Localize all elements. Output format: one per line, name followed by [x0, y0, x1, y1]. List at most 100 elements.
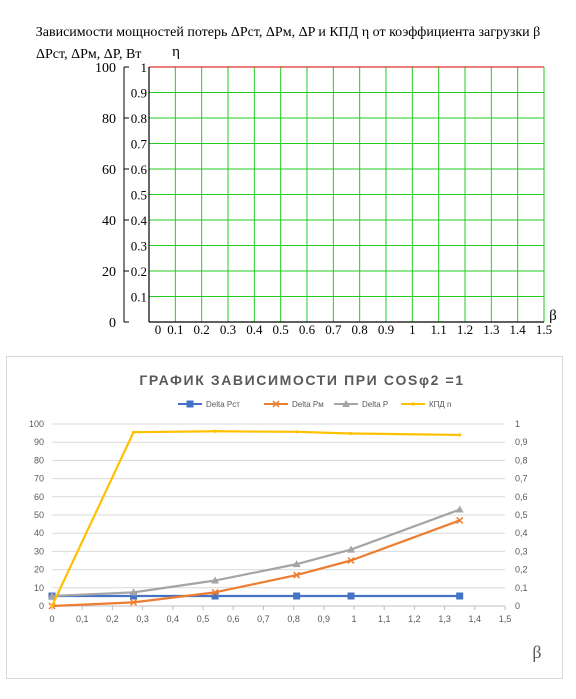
top-left-y-tick-label: 20 — [102, 265, 116, 280]
top-right-y-tick-label: 0.9 — [131, 86, 147, 101]
bottom-x-tick-label: 1,1 — [378, 614, 391, 624]
bottom-right-y-tick-label: 0 — [515, 601, 520, 611]
bottom-x-tick-label: 0,2 — [106, 614, 119, 624]
bottom-left-y-tick-label: 20 — [34, 565, 44, 575]
series-4-point-4 — [295, 430, 299, 434]
series-3-point-3 — [211, 576, 220, 584]
bottom-chart-x-axis-label: β — [532, 642, 541, 662]
bottom-right-y-tick-label: 1 — [515, 419, 520, 429]
bottom-left-y-tick-label: 80 — [34, 455, 44, 465]
bottom-chart-frame — [6, 356, 563, 679]
series-2-point-2 — [130, 598, 138, 606]
bottom-left-y-tick-label: 30 — [34, 546, 44, 556]
bottom-x-tick-label: 0,4 — [167, 614, 180, 624]
bottom-left-y-tick-label: 0 — [39, 601, 44, 611]
bottom-x-tick-label: 0,1 — [76, 614, 89, 624]
bottom-x-tick-label: 1 — [351, 614, 356, 624]
top-x-tick-label: 0.6 — [299, 322, 316, 337]
series-2-point-3 — [211, 588, 219, 596]
bottom-x-tick-label: 0,9 — [318, 614, 331, 624]
legend-marker-4 — [411, 402, 415, 406]
top-right-y-tick-label: 0.3 — [131, 239, 147, 254]
legend-marker-1 — [186, 400, 194, 408]
series-1-point-5 — [347, 592, 355, 600]
top-right-y-tick-label: 0.8 — [131, 111, 147, 126]
top-right-y-tick-label: 0.4 — [131, 213, 148, 228]
series-line-3 — [51, 508, 461, 598]
bottom-x-tick-label: 0 — [49, 614, 54, 624]
bottom-x-tick-label: 0,5 — [197, 614, 210, 624]
bottom-x-tick-label: 0,8 — [287, 614, 300, 624]
bottom-right-y-tick-label: 0,2 — [515, 565, 528, 575]
top-x-tick-label: 0.5 — [273, 322, 289, 337]
bottom-left-y-tick-label: 50 — [34, 510, 44, 520]
series-4-point-1 — [50, 604, 54, 608]
top-left-y-tick-label: 40 — [102, 214, 116, 229]
top-x-tick-label: 0.1 — [167, 322, 183, 337]
top-x-tick-label: 0 — [155, 322, 162, 337]
bottom-chart-title: ГРАФИК ЗАВИСИМОСТИ ПРИ COSφ2 =1 — [139, 372, 464, 388]
series-1-point-6 — [456, 592, 464, 600]
top-left-y-tick-label: 100 — [95, 61, 116, 76]
bottom-left-y-tick-label: 90 — [34, 437, 44, 447]
series-2-point-5 — [347, 556, 355, 565]
bottom-right-y-tick-label: 0,7 — [515, 474, 528, 484]
legend-label-2: Delta Pм — [292, 400, 324, 409]
top-right-y-tick-label: 0.1 — [131, 290, 147, 305]
legend-label-1: Delta Pст — [206, 400, 240, 409]
bottom-right-y-tick-label: 0,9 — [515, 437, 528, 447]
top-right-y-tick-label: 1 — [141, 60, 148, 75]
top-x-tick-label: 0.4 — [246, 322, 263, 337]
series-1-point-3 — [211, 592, 219, 600]
top-chart-right-axis-label: η — [172, 44, 180, 60]
series-3-point-6 — [455, 505, 464, 513]
bottom-chart: ГРАФИК ЗАВИСИМОСТИ ПРИ COSφ2 =1 β 010203… — [29, 372, 542, 662]
top-x-tick-label: 1.1 — [431, 322, 447, 337]
legend-label-3: Delta P — [362, 400, 388, 409]
top-x-tick-label: 0.2 — [194, 322, 210, 337]
top-x-tick-label: 1 — [409, 322, 416, 337]
top-right-y-tick-label: 0.7 — [131, 137, 148, 152]
bottom-x-tick-label: 0,6 — [227, 614, 240, 624]
top-chart: Зависимости мощностей потерь ΔPст, ΔPм, … — [36, 25, 557, 337]
series-4-point-5 — [349, 431, 353, 436]
top-left-y-tick-label: 80 — [102, 112, 116, 127]
top-left-y-tick-label: 60 — [102, 163, 116, 178]
series-line-2 — [51, 519, 461, 608]
top-chart-left-axis-label: ΔPст, ΔPм, ΔP, Вт — [36, 47, 141, 62]
series-1-point-2 — [130, 592, 138, 600]
series-3-point-4 — [292, 560, 301, 568]
bottom-x-tick-label: 1,3 — [438, 614, 451, 624]
bottom-left-y-tick-label: 100 — [29, 419, 44, 429]
bottom-x-tick-label: 1,2 — [408, 614, 421, 624]
top-chart-x-axis-label: β — [549, 308, 557, 324]
top-right-y-tick-label: 0.6 — [131, 162, 148, 177]
bottom-right-y-tick-label: 0,5 — [515, 510, 528, 520]
series-3-point-1 — [48, 591, 56, 599]
bottom-left-y-tick-label: 70 — [34, 474, 44, 484]
series-1-point-4 — [293, 592, 301, 600]
bottom-x-tick-label: 0,3 — [136, 614, 149, 624]
series-2-point-4 — [293, 571, 301, 579]
series-4-point-6 — [458, 433, 462, 437]
bottom-x-tick-label: 1,4 — [469, 614, 482, 624]
series-4-point-3 — [213, 429, 217, 433]
top-x-tick-label: 0.3 — [220, 322, 236, 337]
top-x-tick-label: 1.5 — [536, 322, 552, 337]
top-left-y-tick-label: 0 — [109, 316, 116, 331]
series-2-point-6 — [456, 516, 464, 524]
top-x-tick-label: 0.7 — [325, 322, 342, 337]
top-right-y-tick-label: 0.2 — [131, 264, 147, 279]
bottom-right-y-tick-label: 0,6 — [515, 492, 528, 502]
bottom-x-tick-label: 0,7 — [257, 614, 270, 624]
top-x-tick-label: 1.3 — [483, 322, 499, 337]
top-chart-title: Зависимости мощностей потерь ΔPст, ΔPм, … — [36, 25, 541, 40]
series-line-4 — [51, 430, 460, 607]
top-x-tick-label: 1.4 — [510, 322, 527, 337]
bottom-right-y-tick-label: 0,1 — [515, 583, 528, 593]
top-x-tick-label: 0.9 — [378, 322, 394, 337]
bottom-left-y-tick-label: 40 — [34, 528, 44, 538]
legend-marker-2 — [272, 400, 280, 408]
bottom-right-y-tick-label: 0,3 — [515, 546, 528, 556]
top-x-tick-label: 1.2 — [457, 322, 473, 337]
